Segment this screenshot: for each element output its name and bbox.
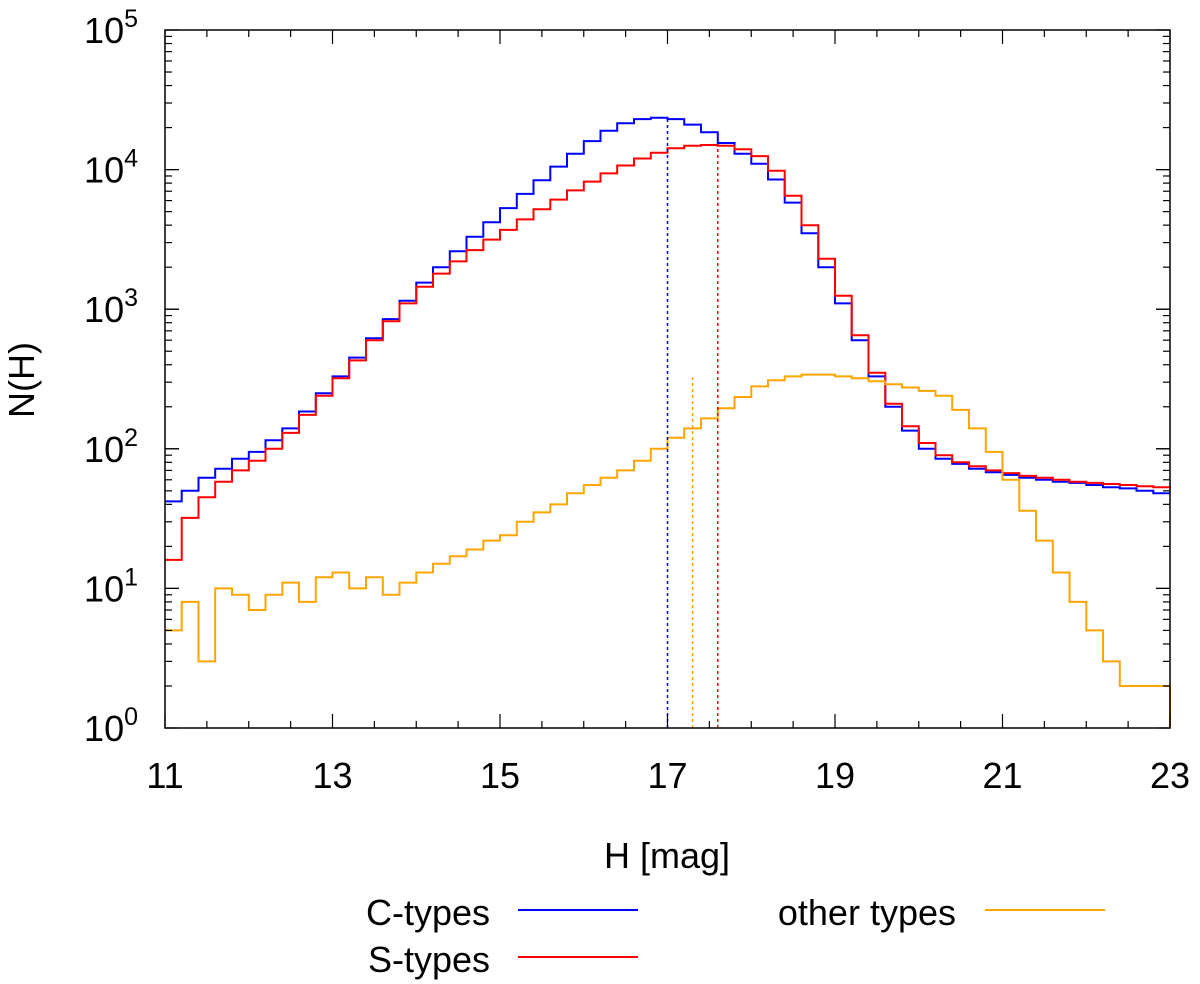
- axis-ticks: [164, 29, 1171, 729]
- legend-entry-other-types: other types: [778, 892, 1105, 933]
- series-other-types: [165, 373, 1171, 728]
- x-tick-label: 15: [480, 755, 520, 796]
- x-tick-label: 11: [146, 755, 183, 796]
- y-tick-label: 101: [84, 563, 138, 609]
- y-tick-label: 104: [84, 145, 138, 191]
- x-tick-label: 21: [982, 755, 1022, 796]
- x-tick-label: 19: [815, 755, 855, 796]
- x-tick-label: 13: [312, 755, 352, 796]
- y-tick-label: 102: [84, 424, 138, 470]
- y-tick-labels: 100 101 102 103 104 105: [84, 5, 138, 749]
- legend-entry-c-types: C-types: [366, 892, 638, 933]
- legend: C-types S-types other types: [366, 892, 1105, 980]
- x-tick-label: 23: [1150, 755, 1190, 796]
- legend-label-other-types: other types: [778, 892, 956, 933]
- x-axis-label: H [mag]: [604, 835, 730, 876]
- legend-label-c-types: C-types: [366, 892, 490, 933]
- x-tick-labels: 11 13 15 17 19 21 23: [146, 755, 1190, 796]
- y-axis-label: N(H): [1, 342, 42, 418]
- y-tick-label: 100: [84, 703, 138, 749]
- y-tick-label: 105: [84, 5, 138, 51]
- legend-entry-s-types: S-types: [368, 939, 638, 980]
- legend-label-s-types: S-types: [368, 939, 490, 980]
- series-layer: [165, 116, 1171, 728]
- y-tick-label: 103: [84, 284, 138, 330]
- peak-lines: [666, 117, 719, 728]
- x-tick-label: 17: [647, 755, 687, 796]
